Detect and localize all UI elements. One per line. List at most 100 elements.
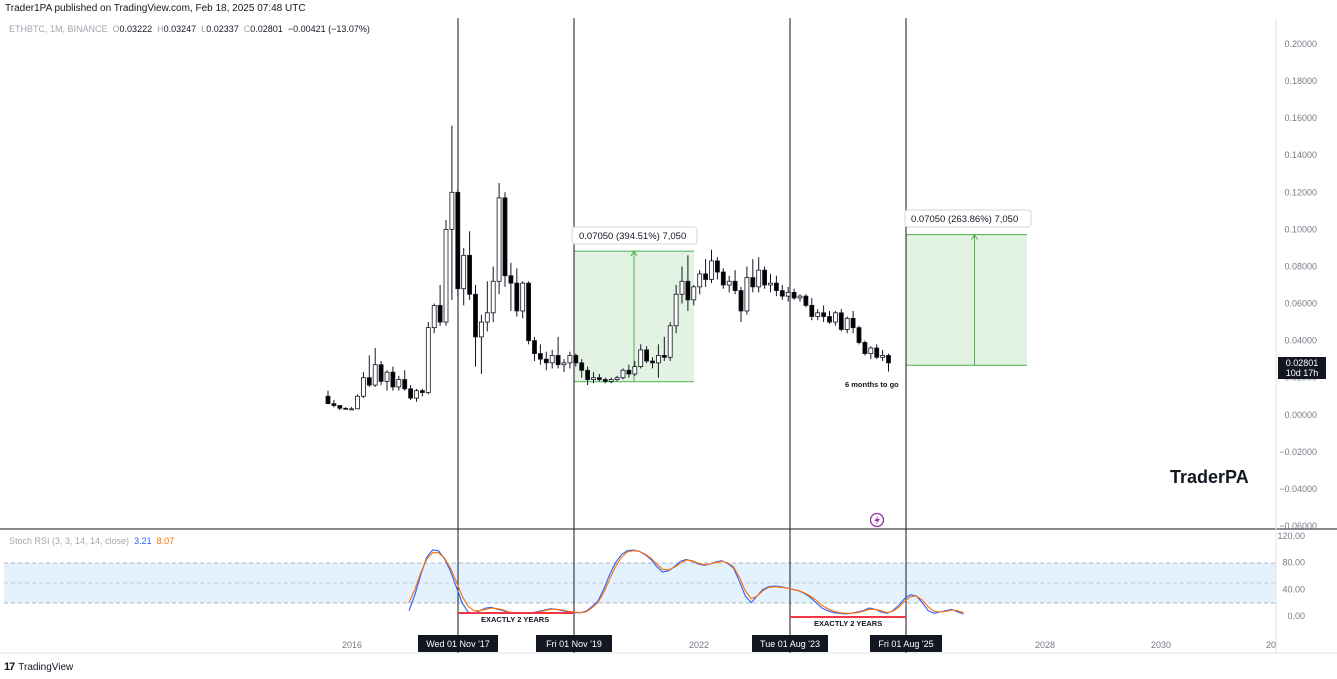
candle-body[interactable]: [396, 379, 402, 388]
candle-body[interactable]: [608, 379, 614, 382]
candle-body[interactable]: [366, 377, 372, 386]
candle-body[interactable]: [661, 355, 667, 358]
candle-body[interactable]: [343, 407, 349, 410]
candle-body[interactable]: [732, 280, 738, 291]
candle-body[interactable]: [437, 304, 443, 323]
candle-body[interactable]: [408, 388, 414, 399]
months-to-go-note[interactable]: 6 months to go: [845, 380, 899, 389]
candle-body[interactable]: [384, 371, 390, 382]
candle-body[interactable]: [803, 295, 809, 306]
candle-body[interactable]: [833, 312, 838, 323]
candle-body[interactable]: [573, 355, 579, 364]
candle-body[interactable]: [378, 364, 384, 382]
candle-body[interactable]: [514, 282, 520, 312]
candle-body[interactable]: [585, 369, 590, 380]
candle-body[interactable]: [402, 379, 408, 390]
candle-body[interactable]: [880, 355, 885, 358]
candle-body[interactable]: [779, 290, 785, 297]
candle-body[interactable]: [414, 390, 419, 399]
candle-body[interactable]: [726, 280, 732, 286]
candle-body[interactable]: [809, 304, 815, 317]
candle-body[interactable]: [478, 321, 484, 338]
candle-body[interactable]: [762, 269, 767, 286]
candle-body[interactable]: [520, 282, 526, 312]
candle-body[interactable]: [467, 254, 473, 295]
candle-body[interactable]: [738, 290, 744, 312]
last-price-badge[interactable]: [1278, 357, 1326, 379]
candle-body[interactable]: [785, 292, 791, 297]
candle-body[interactable]: [685, 280, 691, 301]
candle-body[interactable]: [709, 260, 714, 280]
measure-label-1[interactable]: 0.07050 (394.51%) 7,050: [571, 226, 698, 245]
candle-body[interactable]: [543, 358, 549, 364]
candle-body[interactable]: [461, 254, 467, 290]
candle-body[interactable]: [791, 292, 797, 299]
lightning-icon[interactable]: [869, 512, 885, 528]
candle-body[interactable]: [591, 377, 596, 380]
candle-body[interactable]: [691, 286, 697, 301]
candle-body[interactable]: [579, 362, 585, 371]
candle-body[interactable]: [656, 355, 661, 364]
candle-body[interactable]: [868, 347, 874, 354]
candle-body[interactable]: [844, 317, 850, 330]
candle-body[interactable]: [419, 390, 425, 393]
stoch-rsi-d-line[interactable]: [408, 550, 964, 614]
candle-body[interactable]: [720, 271, 726, 286]
candle-body[interactable]: [667, 325, 673, 358]
candle-body[interactable]: [567, 355, 573, 364]
candle-body[interactable]: [325, 395, 331, 405]
candle-body[interactable]: [850, 317, 856, 329]
candle-body[interactable]: [750, 277, 756, 288]
candle-body[interactable]: [526, 282, 531, 342]
candle-body[interactable]: [715, 260, 720, 273]
candle-body[interactable]: [549, 355, 555, 364]
exactly-2-years-label-1[interactable]: EXACTLY 2 YEARS: [481, 615, 549, 624]
candle-body[interactable]: [774, 282, 779, 291]
candle-body[interactable]: [768, 282, 773, 286]
candle-body[interactable]: [626, 369, 632, 375]
candle-body[interactable]: [502, 197, 508, 277]
candle-body[interactable]: [484, 312, 490, 323]
candle-body[interactable]: [349, 408, 355, 411]
candle-body[interactable]: [620, 369, 626, 379]
candle-body[interactable]: [862, 342, 868, 354]
candle-body[interactable]: [703, 273, 708, 280]
candle-body[interactable]: [538, 353, 543, 360]
candle-body[interactable]: [337, 405, 343, 409]
candle-body[interactable]: [874, 347, 880, 358]
exactly-2-years-label-2[interactable]: EXACTLY 2 YEARS: [814, 619, 882, 628]
candle-body[interactable]: [744, 277, 750, 312]
candle-body[interactable]: [673, 293, 679, 327]
candle-body[interactable]: [632, 366, 638, 375]
candle-body[interactable]: [355, 395, 360, 410]
candle-body[interactable]: [331, 403, 337, 406]
candle-body[interactable]: [815, 312, 821, 317]
candle-body[interactable]: [697, 273, 703, 288]
candle-body[interactable]: [838, 312, 844, 330]
footer-brand[interactable]: 17 TradingView: [4, 661, 73, 673]
candle-body[interactable]: [425, 327, 431, 393]
candle-body[interactable]: [443, 228, 449, 323]
candle-body[interactable]: [602, 379, 608, 382]
candle-body[interactable]: [390, 371, 396, 388]
candle-body[interactable]: [679, 280, 685, 295]
date-badge-2[interactable]: [536, 635, 612, 652]
candle-body[interactable]: [372, 364, 378, 386]
candle-body[interactable]: [638, 349, 644, 367]
candle-body[interactable]: [431, 304, 437, 329]
candle-body[interactable]: [360, 377, 366, 397]
candle-body[interactable]: [555, 355, 561, 366]
candle-body[interactable]: [756, 269, 762, 288]
candle-body[interactable]: [614, 377, 620, 380]
date-badge-1[interactable]: [418, 635, 498, 652]
measure-box-2[interactable]: [906, 234, 1027, 366]
date-badge-4[interactable]: [870, 635, 942, 652]
stoch-rsi-name[interactable]: Stoch RSI (3, 3, 14, 14, close): [9, 536, 130, 546]
stoch-rsi-k-line[interactable]: [408, 549, 964, 615]
candle-body[interactable]: [496, 197, 502, 282]
candle-body[interactable]: [797, 295, 803, 299]
candle-body[interactable]: [644, 349, 649, 362]
candle-body[interactable]: [532, 340, 537, 354]
candle-body[interactable]: [821, 312, 826, 317]
